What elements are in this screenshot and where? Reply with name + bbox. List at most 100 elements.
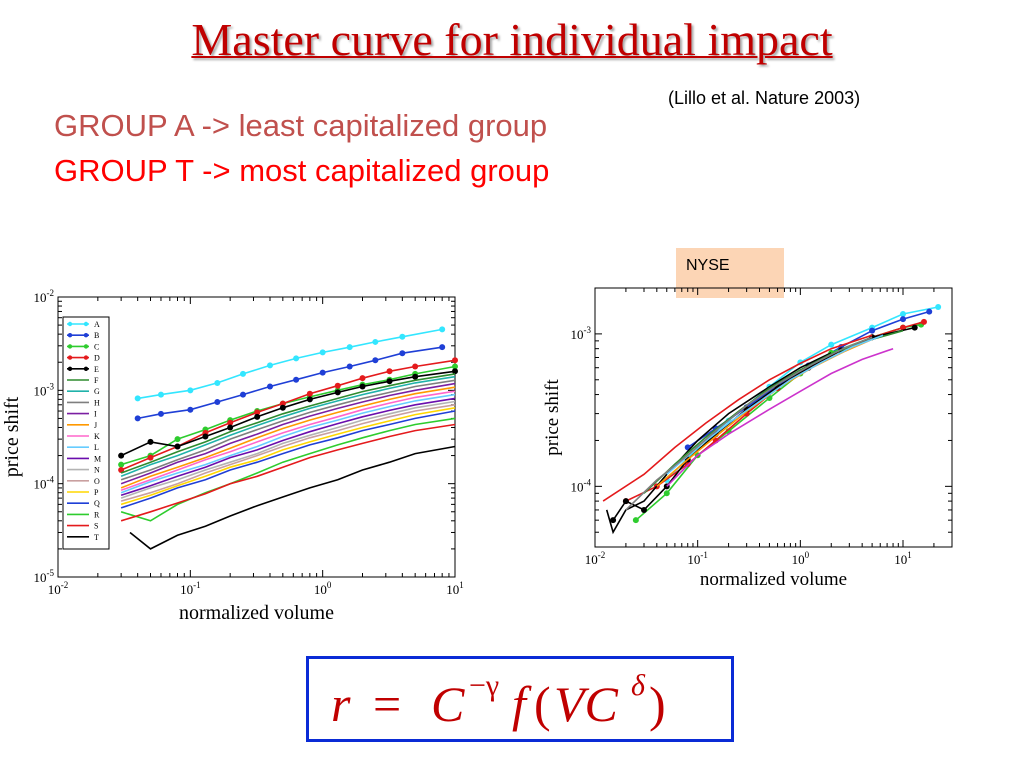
y-tick-label: 10-5	[34, 568, 55, 585]
series-line-J	[120, 386, 456, 489]
data-point-B	[346, 363, 353, 370]
legend-label-L: L	[94, 443, 99, 452]
data-point-D	[147, 454, 154, 461]
y-tick-label: 10-3	[571, 325, 592, 342]
svg-text:f: f	[512, 676, 532, 732]
data-point-A	[239, 370, 246, 377]
data-point-E	[279, 404, 286, 411]
x-tick-label: 10-2	[585, 550, 606, 567]
series-line-F	[643, 329, 904, 494]
legend-label-D: D	[94, 354, 100, 363]
data-point-A	[134, 395, 141, 402]
x-axis-label: normalized volume	[700, 569, 847, 590]
series-line-T	[129, 445, 456, 550]
data-point-E	[640, 506, 647, 513]
legend-label-C: C	[94, 342, 99, 351]
legend-label-H: H	[94, 398, 100, 407]
legend-label-I: I	[94, 410, 97, 419]
series-line-I	[120, 382, 456, 485]
data-point-A	[157, 391, 164, 398]
legend-marker-B	[67, 333, 73, 338]
legend-label-B: B	[94, 331, 99, 340]
x-tick-label: 10-2	[48, 580, 69, 597]
data-point-D	[227, 419, 234, 426]
series-line-A	[137, 328, 443, 400]
y-tick-label: 10-2	[34, 288, 55, 305]
data-point-A	[935, 304, 942, 311]
legend-marker-B	[83, 333, 89, 338]
svg-text:(: (	[534, 676, 551, 732]
series-line-G	[120, 375, 456, 478]
y-tick-label: 10-3	[34, 381, 55, 398]
series-line-B	[137, 346, 443, 420]
series-line-K	[120, 390, 456, 492]
svg-text:C: C	[431, 676, 465, 732]
group-a-text: GROUP A -> least capitalized group	[54, 108, 548, 143]
legend-marker-E	[67, 366, 73, 371]
svg-text:=: =	[373, 676, 401, 732]
data-point-D	[306, 390, 313, 397]
data-point-B	[319, 369, 326, 376]
svg-text:): )	[649, 676, 666, 732]
series-line-N	[625, 336, 873, 511]
data-point-A	[187, 387, 194, 394]
svg-text:VC: VC	[554, 676, 619, 732]
formula-box: r = C −γ f ( VC δ )	[306, 656, 734, 742]
data-point-D	[452, 357, 458, 364]
series-line-M	[666, 347, 894, 487]
data-point-B	[134, 415, 141, 422]
data-point-E	[174, 443, 181, 450]
slide-title: Master curve for individual impact	[191, 14, 833, 65]
citation: (Lillo et al. Nature 2003)	[668, 88, 861, 108]
data-point-C	[174, 436, 181, 443]
legend-label-T: T	[94, 533, 99, 542]
legend-marker-A	[83, 321, 89, 327]
left-chart: 10-2 10-1 100 101 10-2 10-3 10-4 10-5 normalized…	[1, 288, 464, 624]
data-point-E	[227, 424, 234, 431]
data-point-B	[214, 398, 221, 405]
svg-text:−γ: −γ	[469, 669, 499, 702]
data-point-B	[439, 344, 446, 351]
data-point-D	[920, 318, 927, 325]
series-line-T	[605, 352, 832, 535]
legend-marker-D	[67, 355, 73, 360]
data-point-C	[452, 363, 458, 370]
data-point-B	[187, 406, 194, 413]
data-point-B	[267, 383, 274, 390]
right-chart: 10-2 10-1 100 101 10-3 10-4 normalized volume p…	[542, 287, 953, 590]
data-point-E	[306, 396, 313, 403]
data-point-D	[900, 324, 907, 331]
data-point-A	[319, 349, 326, 356]
legend-label-P: P	[94, 488, 99, 497]
x-tick-label: 101	[894, 550, 912, 567]
y-tick-label: 10-4	[571, 477, 592, 494]
data-point-A	[267, 362, 274, 369]
x-tick-label: 100	[792, 550, 810, 567]
series-line-S	[602, 334, 873, 502]
data-point-E	[386, 378, 393, 385]
data-point-E	[911, 324, 918, 331]
data-point-B	[372, 357, 379, 364]
plot-frame	[57, 296, 456, 578]
data-point-D	[412, 363, 419, 370]
x-tick-label: 10-1	[687, 550, 708, 567]
legend-label-G: G	[94, 387, 100, 396]
series-line-Q	[120, 410, 456, 509]
data-point-E	[359, 383, 366, 390]
series-line-S	[120, 423, 456, 522]
data-point-B	[293, 376, 300, 383]
y-axis-label: price shift	[542, 379, 563, 456]
legend-marker-C	[67, 344, 73, 349]
data-point-D	[386, 368, 393, 375]
data-point-E	[334, 389, 341, 396]
x-tick-label: 10-1	[180, 580, 201, 597]
data-point-C	[118, 461, 125, 468]
data-point-B	[157, 410, 164, 417]
x-tick-label: 100	[314, 580, 332, 597]
legend-label-M: M	[94, 454, 101, 463]
data-point-D	[334, 382, 341, 389]
data-point-A	[372, 338, 379, 345]
data-point-C	[663, 490, 670, 497]
data-point-E	[118, 452, 125, 459]
impact-formula: r = C −γ f ( VC δ )	[331, 669, 666, 732]
